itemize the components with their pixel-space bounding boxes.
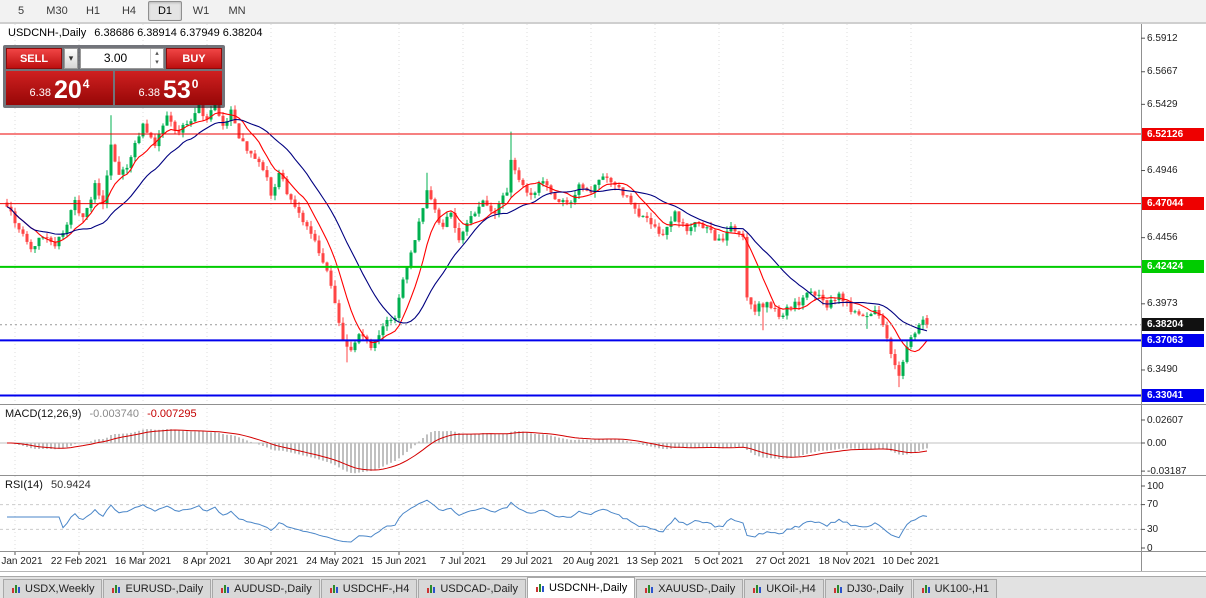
chart-tab-eurusddaily[interactable]: EURUSD-,Daily — [103, 579, 212, 598]
chart-tab-audusddaily[interactable]: AUDUSD-,Daily — [212, 579, 320, 598]
tab-label: UKOil-,H4 — [766, 583, 816, 595]
tab-chart-icon — [427, 585, 436, 593]
chart-tab-uk100h1[interactable]: UK100-,H1 — [912, 579, 998, 598]
timeframe-button-h4[interactable]: H4 — [121, 5, 137, 17]
trade-prices-row: 6.38 20 4 6.38 53 0 — [6, 71, 222, 105]
bid-price-sup: 4 — [82, 77, 90, 91]
volume-input[interactable]: 3.00 ▴ ▾ — [80, 48, 164, 69]
chart-tab-usdchfh4[interactable]: USDCHF-,H4 — [320, 579, 418, 598]
timeframe-button-mn[interactable]: MN — [228, 5, 246, 17]
order-options-dropdown[interactable]: ▾ — [64, 48, 78, 69]
chart-ohlc-values: 6.38686 6.38914 6.37949 6.38204 — [94, 27, 263, 39]
chevron-down-icon: ▾ — [68, 53, 74, 63]
timeframe-button-d1[interactable]: D1 — [148, 1, 182, 21]
chart-tab-dj30daily[interactable]: DJ30-,Daily — [824, 579, 912, 598]
buy-price-display[interactable]: 6.38 53 0 — [115, 71, 222, 105]
chart-title: USDCNH-,Daily 6.38686 6.38914 6.37949 6.… — [8, 27, 263, 39]
tab-label: USDCHF-,H4 — [342, 583, 410, 595]
chart-tab-xauusddaily[interactable]: XAUUSD-,Daily — [636, 579, 744, 598]
macd-name: MACD(12,26,9) — [5, 408, 82, 420]
chart-tabs-bar: USDX,Weekly EURUSD-,Daily AUDUSD-,Daily USD… — [0, 576, 1206, 598]
timeframe-button-5[interactable]: 5 — [17, 5, 25, 17]
spin-up-icon[interactable]: ▴ — [155, 50, 159, 57]
rsi-value: 50.9424 — [50, 479, 91, 491]
tab-chart-icon — [329, 585, 338, 593]
tab-chart-icon — [833, 585, 842, 593]
volume-value[interactable]: 3.00 — [103, 51, 128, 65]
ask-price-prefix: 6.38 — [138, 87, 160, 99]
macd-indicator-label: MACD(12,26,9) -0.003740 -0.007295 — [5, 408, 197, 420]
timeframe-button-m30[interactable]: M30 — [46, 5, 68, 17]
chart-symbol-period: USDCNH-,Daily — [8, 27, 87, 39]
tab-chart-icon — [535, 584, 544, 592]
tab-label: USDX,Weekly — [25, 583, 95, 595]
chart-tab-ukoilh4[interactable]: UKOil-,H4 — [744, 579, 824, 598]
chart-tab-usdcaddaily[interactable]: USDCAD-,Daily — [418, 579, 526, 598]
volume-spinner: ▴ ▾ — [150, 49, 163, 68]
macd-signal-value: -0.007295 — [147, 408, 197, 420]
tab-chart-icon — [753, 585, 762, 593]
tab-label: DJ30-,Daily — [846, 583, 904, 595]
spin-down-icon[interactable]: ▾ — [155, 59, 159, 66]
macd-histogram — [10, 429, 928, 474]
tab-label: UK100-,H1 — [934, 583, 990, 595]
bid-price-big: 20 — [53, 76, 82, 104]
ask-price-sup: 0 — [191, 77, 199, 91]
trade-controls-row: SELL ▾ 3.00 ▴ ▾ BUY — [6, 48, 222, 69]
tab-label: USDCAD-,Daily — [440, 583, 518, 595]
tab-chart-icon — [112, 585, 121, 593]
ask-price-big: 53 — [162, 76, 191, 104]
sell-price-display[interactable]: 6.38 20 4 — [6, 71, 113, 105]
bid-price-prefix: 6.38 — [29, 87, 51, 99]
tab-chart-icon — [12, 585, 20, 593]
chart-tab-usdxweekly[interactable]: USDX,Weekly — [3, 579, 103, 598]
timeframe-button-h1[interactable]: H1 — [85, 5, 101, 17]
one-click-trading-panel: SELL ▾ 3.00 ▴ ▾ BUY 6.38 20 4 6.38 53 — [3, 45, 225, 108]
tab-label: USDCNH-,Daily — [548, 582, 628, 594]
tab-chart-icon — [921, 585, 930, 593]
tab-label: XAUUSD-,Daily — [658, 583, 736, 595]
timeframe-button-w1[interactable]: W1 — [192, 5, 210, 17]
tab-label: EURUSD-,Daily — [125, 583, 204, 595]
rsi-indicator-label: RSI(14) 50.9424 — [5, 479, 91, 491]
buy-button[interactable]: BUY — [166, 48, 222, 69]
tab-chart-icon — [221, 585, 230, 593]
chart-tab-usdcnhdaily[interactable]: USDCNH-,Daily — [526, 577, 636, 598]
timeframe-toolbar: 5 M30 H1 H4 D1 W1 MN — [0, 0, 1206, 23]
tab-chart-icon — [645, 585, 654, 593]
macd-main-value: -0.003740 — [89, 408, 140, 420]
sell-button[interactable]: SELL — [6, 48, 62, 69]
tab-label: AUDUSD-,Daily — [234, 583, 312, 595]
rsi-name: RSI(14) — [5, 479, 43, 491]
candlestick-series — [5, 95, 929, 388]
